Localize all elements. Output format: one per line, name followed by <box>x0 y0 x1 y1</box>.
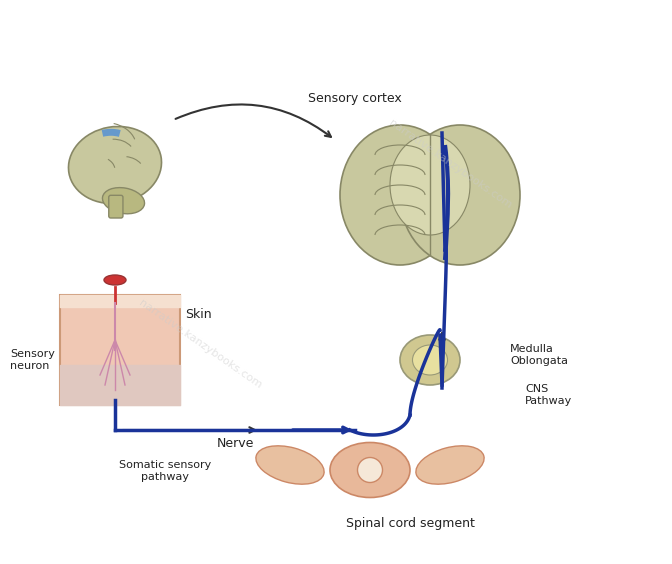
Text: Somatic sensory
pathway: Somatic sensory pathway <box>119 460 211 482</box>
Text: Sensory
neuron: Sensory neuron <box>10 349 55 371</box>
Text: Nerve: Nerve <box>216 437 254 450</box>
Text: Medulla
Oblongata: Medulla Oblongata <box>510 344 568 366</box>
Ellipse shape <box>390 135 470 235</box>
Ellipse shape <box>102 188 144 214</box>
Text: narrative.kanzybooks.com: narrative.kanzybooks.com <box>387 118 513 210</box>
Ellipse shape <box>413 345 448 375</box>
Text: Sensory cortex: Sensory cortex <box>308 92 402 105</box>
Ellipse shape <box>340 125 460 265</box>
FancyBboxPatch shape <box>109 195 123 218</box>
Text: Spinal cord segment: Spinal cord segment <box>345 517 474 530</box>
Ellipse shape <box>104 275 126 285</box>
Ellipse shape <box>330 443 410 497</box>
Text: narrative.kanzybooks.com: narrative.kanzybooks.com <box>137 298 263 390</box>
Text: Skin: Skin <box>185 309 212 321</box>
Ellipse shape <box>69 126 161 204</box>
Ellipse shape <box>400 335 460 385</box>
FancyBboxPatch shape <box>60 295 180 405</box>
Ellipse shape <box>358 457 382 482</box>
Text: CNS
Pathway: CNS Pathway <box>525 384 573 406</box>
Ellipse shape <box>416 446 484 484</box>
Ellipse shape <box>256 446 324 484</box>
Ellipse shape <box>400 125 520 265</box>
